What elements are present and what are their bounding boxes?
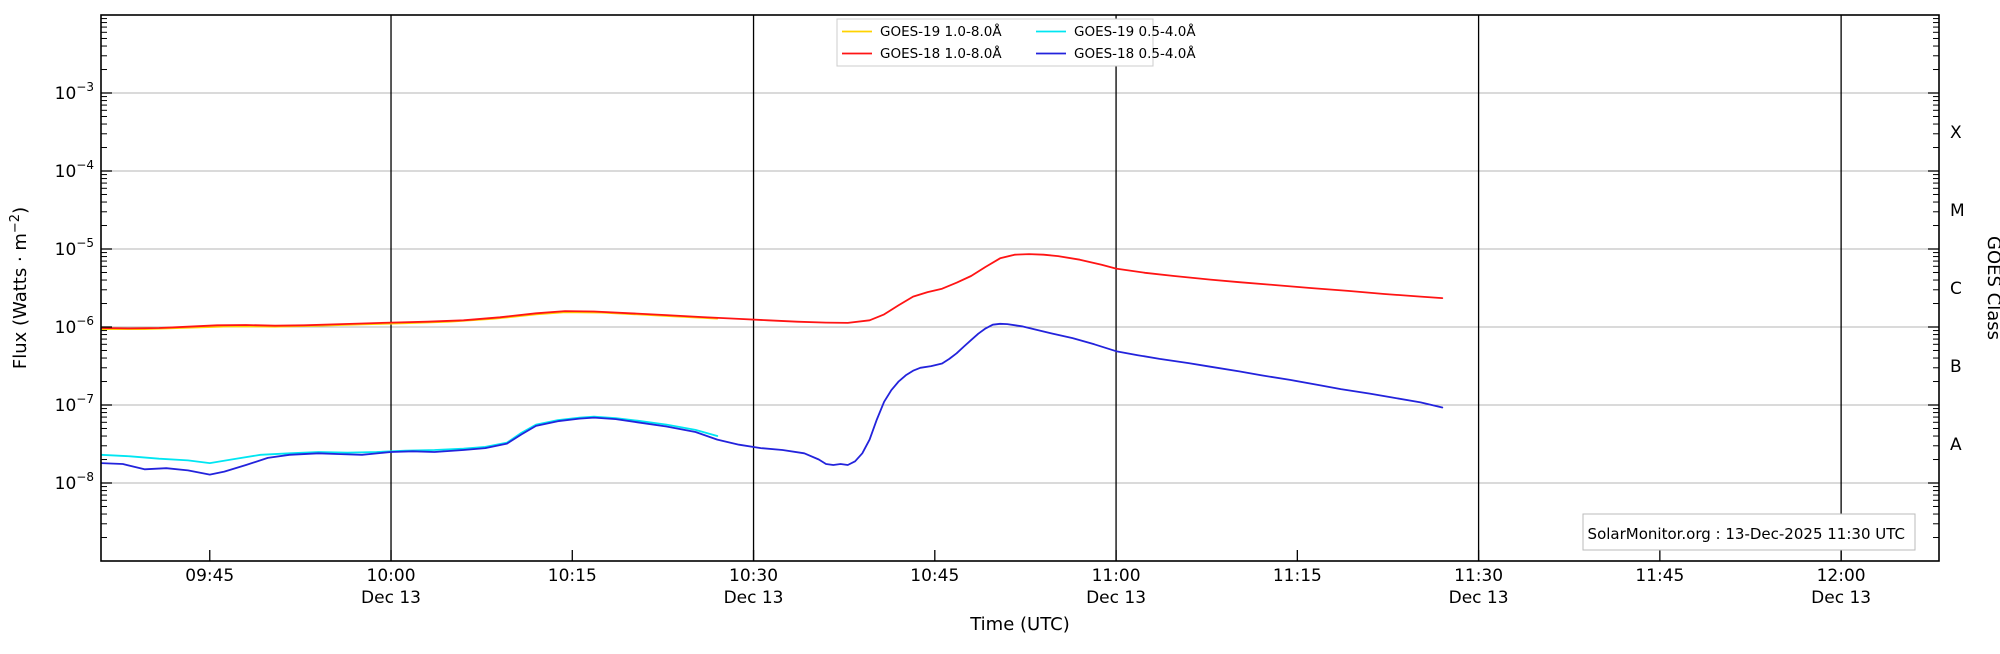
y-axis-tick-label: 10−3 <box>55 80 94 104</box>
legend: GOES-19 1.0-8.0Å GOES-18 1.0-8.0Å GOES-19 … <box>836 18 1196 67</box>
goes-class-label: B <box>1950 357 1962 377</box>
x-axis-tick-label: 11:00 <box>1092 566 1141 586</box>
legend-entry: GOES-18 0.5-4.0Å <box>1036 45 1196 62</box>
attribution: SolarMonitor.org : 13-Dec-2025 11:30 UTC <box>1582 513 1916 551</box>
legend-label: GOES-19 1.0-8.0Å <box>880 23 1002 40</box>
x-axis-date-label: Dec 13 <box>1449 588 1509 608</box>
x-axis-tick-label: 11:30 <box>1454 566 1503 586</box>
x-axis-tick-label: 12:00 <box>1817 566 1866 586</box>
series-group <box>101 253 1444 476</box>
y-axis-tick-label: 10−6 <box>55 314 94 338</box>
y-axis-tick-label: 10−8 <box>55 470 94 494</box>
legend-box <box>836 18 1154 67</box>
legend-label: GOES-18 1.0-8.0Å <box>880 45 1002 62</box>
x-axis-tick-label: 10:15 <box>548 566 597 586</box>
legend-label: GOES-19 0.5-4.0Å <box>1074 23 1196 40</box>
series-line-goes-18-1-0-8-0- <box>101 253 1444 330</box>
legend-label: GOES-18 0.5-4.0Å <box>1074 45 1196 62</box>
attribution-box <box>1582 513 1916 551</box>
series-line-goes-18-0-5-4-0- <box>101 322 1444 476</box>
x-axis-tick-label: 10:00 <box>367 566 416 586</box>
legend-entry: GOES-18 1.0-8.0Å <box>842 45 1002 62</box>
y-axis-tick-label: 10−4 <box>55 158 94 182</box>
x-axis-tick-label: 09:45 <box>185 566 234 586</box>
attribution-text: SolarMonitor.org : 13-Dec-2025 11:30 UTC <box>1588 525 1905 543</box>
x-axis-date-label: Dec 13 <box>1086 588 1146 608</box>
goes-class-label: A <box>1950 435 1962 455</box>
x-axis-title: Time (UTC) <box>969 614 1070 635</box>
goes-class-label: X <box>1950 123 1962 143</box>
plot-border <box>100 14 1940 562</box>
x-axis-tick-label: 10:30 <box>729 566 778 586</box>
y-axis-title: Flux (Watts · m−2) <box>8 207 31 369</box>
x-axis-tick-label: 11:15 <box>1273 566 1322 586</box>
x-axis-date-label: Dec 13 <box>1811 588 1871 608</box>
y-axis-tick-label: 10−5 <box>55 236 94 260</box>
x-axis-tick-label: 11:45 <box>1635 566 1684 586</box>
legend-entry: GOES-19 1.0-8.0Å <box>842 23 1002 40</box>
legend-entry: GOES-19 0.5-4.0Å <box>1036 23 1196 40</box>
goes-class-label: C <box>1950 279 1962 299</box>
x-axis-date-label: Dec 13 <box>361 588 421 608</box>
series-line-goes-19-0-5-4-0- <box>101 415 719 465</box>
x-axis-tick-label: 10:45 <box>910 566 959 586</box>
y-axis-tick-label: 10−7 <box>55 392 94 416</box>
x-axis-date-label: Dec 13 <box>724 588 784 608</box>
goes-class-label: M <box>1950 201 1965 221</box>
right-axis-title: GOES Class <box>1983 236 2000 340</box>
